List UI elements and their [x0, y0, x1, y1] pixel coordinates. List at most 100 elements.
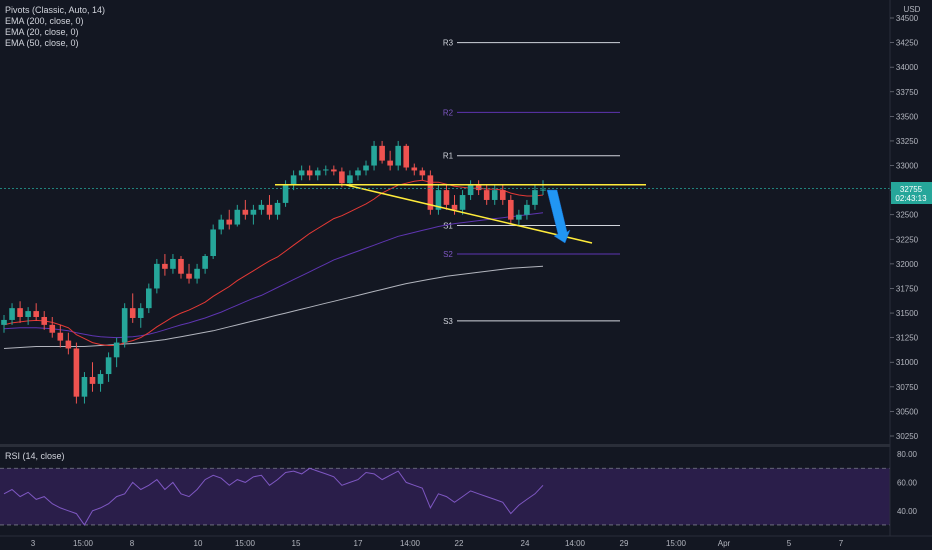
time-tick-label: 15:00	[235, 539, 256, 548]
rsi-tick-label: 60.00	[897, 478, 918, 487]
pivot-label-s2: S2	[443, 250, 453, 259]
candlestick-series	[1, 140, 546, 404]
price-tick-label: 33250	[896, 137, 919, 146]
candle	[491, 190, 498, 200]
candle	[9, 308, 15, 320]
time-tick-label: 15	[292, 539, 301, 548]
time-tick-label: 10	[194, 539, 203, 548]
candle	[355, 170, 361, 176]
candle	[451, 204, 458, 210]
candle	[178, 258, 184, 274]
candle	[113, 342, 120, 358]
pivot-label-r1: R1	[443, 152, 454, 161]
pivot-label-r3: R3	[443, 39, 454, 48]
legend-ema20[interactable]: EMA (20, close, 0)	[5, 27, 79, 37]
candle	[395, 145, 401, 166]
rsi-pane	[0, 467, 890, 526]
indicator-legend: Pivots (Classic, Auto, 14) EMA (200, clo…	[5, 5, 105, 49]
candle	[322, 169, 329, 171]
legend-pivots[interactable]: Pivots (Classic, Auto, 14)	[5, 5, 106, 15]
countdown: 02:43:13	[895, 194, 927, 203]
time-tick-label: 8	[130, 539, 135, 548]
price-tick-label: 31000	[896, 358, 919, 367]
price-tick-label: 31500	[896, 309, 919, 318]
candle	[1, 319, 7, 325]
ema200-line	[3, 265, 544, 349]
time-tick-label: 14:00	[565, 539, 586, 548]
candle	[508, 199, 514, 220]
candle	[170, 258, 176, 269]
price-tick-label: 31750	[896, 284, 919, 293]
pivot-label-s1: S1	[443, 222, 453, 231]
rsi-tick-label: 40.00	[897, 507, 918, 516]
time-tick-label: 7	[839, 539, 844, 548]
candle	[162, 263, 168, 269]
candle	[483, 190, 490, 200]
time-tick-label: 5	[787, 539, 792, 548]
time-tick-label: 17	[354, 539, 363, 548]
candle	[226, 219, 233, 225]
candle	[427, 175, 434, 210]
candle	[331, 169, 337, 172]
candle	[387, 160, 393, 166]
candle	[314, 170, 321, 176]
candle	[411, 167, 418, 171]
ema50-line	[3, 212, 544, 339]
candle	[282, 185, 289, 203]
candle	[306, 170, 313, 176]
candle	[89, 376, 96, 384]
candle	[475, 185, 482, 191]
pivot-levels: R3 R2 R1 S1 S2 S3	[443, 39, 620, 326]
price-tick-label: 30250	[896, 432, 919, 441]
candle	[97, 374, 104, 384]
price-tick-label: 33000	[896, 162, 919, 171]
time-tick-label: 29	[620, 539, 629, 548]
descending-trendline	[344, 183, 593, 244]
candle	[540, 189, 546, 191]
time-axis[interactable]: 3 15:00 8 10 15:00 15 17 14:00 22 24 14:00 29 15:00 A…	[31, 539, 844, 548]
legend-ema200[interactable]: EMA (200, close, 0)	[5, 16, 84, 26]
time-tick-label: 14:00	[400, 539, 421, 548]
candle	[467, 185, 474, 196]
candle	[242, 209, 249, 215]
candle	[49, 324, 56, 333]
candle	[73, 348, 80, 397]
candle	[137, 308, 144, 318]
candle	[290, 175, 297, 186]
candle	[57, 332, 64, 341]
rsi-series	[3, 467, 544, 526]
candle	[435, 190, 442, 210]
ema20-line	[3, 179, 544, 346]
rsi-line	[3, 467, 544, 526]
candle	[298, 170, 305, 176]
time-tick-label: 15:00	[666, 539, 687, 548]
price-tick-label: 32250	[896, 235, 919, 244]
candle	[218, 219, 225, 230]
candle	[516, 214, 522, 220]
candle	[202, 256, 208, 269]
pane-separator[interactable]	[0, 444, 890, 447]
legend-ema50[interactable]: EMA (50, close, 0)	[5, 38, 79, 48]
candle	[524, 204, 530, 215]
candle	[81, 376, 88, 397]
candle	[499, 190, 506, 200]
candle	[339, 171, 345, 184]
candle	[266, 204, 273, 215]
candle	[41, 316, 48, 325]
candle	[250, 209, 257, 215]
legend-rsi[interactable]: RSI (14, close)	[5, 451, 65, 461]
time-tick-label: 22	[455, 539, 464, 548]
candle	[17, 308, 23, 317]
price-tick-label: 31250	[896, 334, 919, 343]
candle	[33, 311, 39, 317]
candle	[443, 190, 450, 205]
candle	[379, 145, 385, 161]
candle	[363, 165, 369, 171]
current-price-tag: 32755 02:43:13	[891, 182, 932, 204]
price-tick-label: 33500	[896, 112, 919, 121]
time-tick-label: 15:00	[73, 539, 94, 548]
time-tick-label: 24	[521, 539, 530, 548]
price-tick-label: 30500	[896, 407, 919, 416]
pivot-label-s3: S3	[443, 317, 453, 326]
